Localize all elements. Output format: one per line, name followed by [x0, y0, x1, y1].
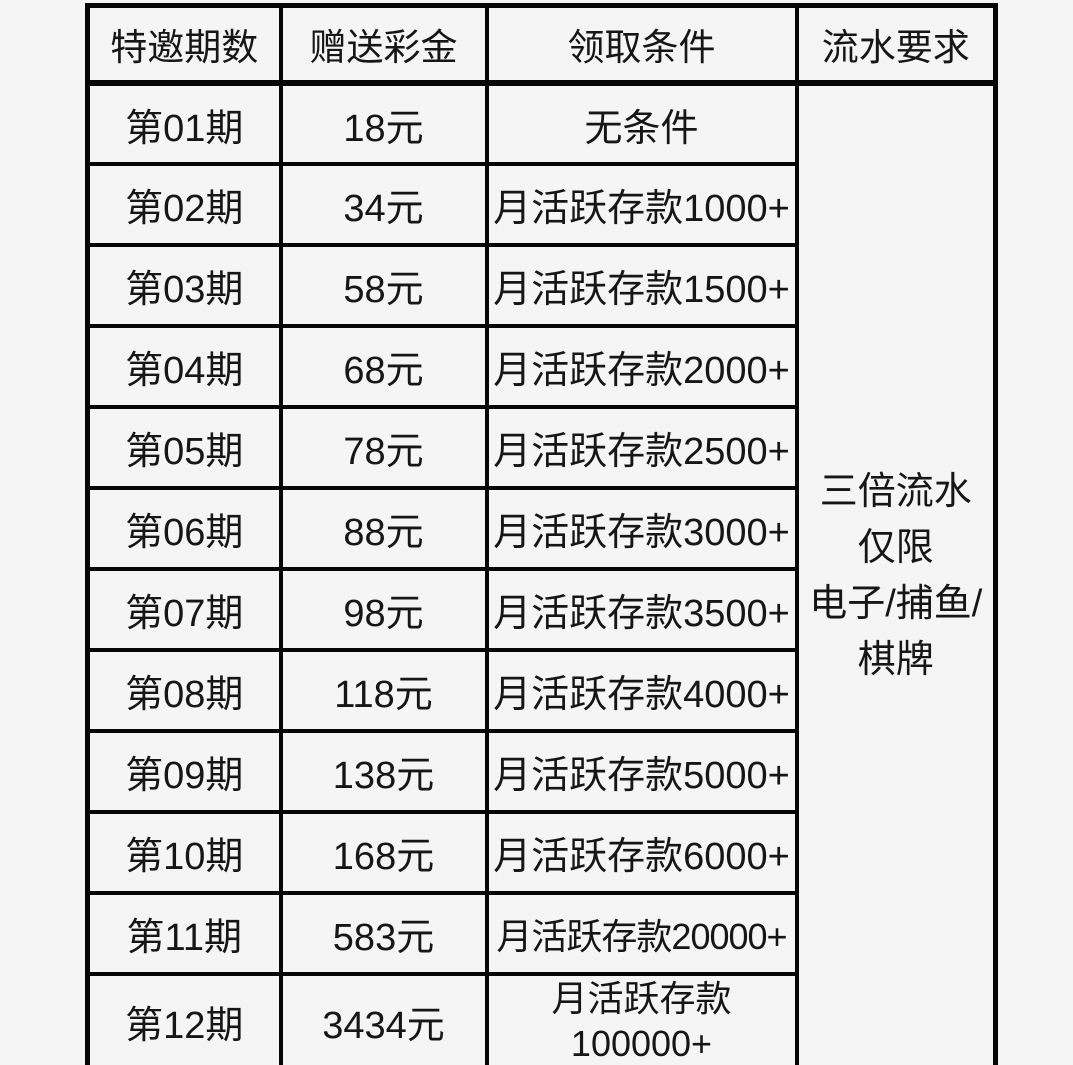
condition-cell: 月活跃存款2000+	[484, 324, 799, 409]
table-row: 第04期 68元 月活跃存款2000+	[85, 324, 996, 409]
col-header-condition: 领取条件	[484, 3, 799, 86]
period-cell: 第09期	[85, 729, 283, 814]
period-cell: 第01期	[85, 81, 283, 166]
header-row: 特邀期数 赠送彩金 领取条件 流水要求	[85, 3, 998, 86]
condition-cell: 月活跃存款20000+	[484, 891, 799, 976]
condition-cell: 月活跃存款1500+	[484, 243, 799, 328]
period-cell: 第06期	[85, 486, 283, 571]
condition-cell: 月活跃存款3000+	[484, 486, 799, 571]
period-cell: 第12期	[85, 972, 283, 1065]
table-row: 第08期 118元 月活跃存款4000+	[85, 648, 996, 733]
condition-cell: 月活跃存款4000+	[484, 648, 799, 733]
table-row: 第10期 168元 月活跃存款6000+	[85, 810, 996, 895]
table-row: 第01期 18元 无条件 三倍流水 仅限 电子/捕鱼/ 棋牌	[85, 80, 998, 1065]
col-header-period: 特邀期数	[85, 3, 283, 86]
period-cell: 第08期	[85, 648, 283, 733]
table-row: 第06期 88元 月活跃存款3000+	[85, 486, 996, 571]
condition-cell: 月活跃存款3500+	[484, 567, 799, 652]
condition-cell: 月活跃存款2500+	[484, 405, 799, 490]
col-header-bonus: 赠送彩金	[278, 3, 489, 86]
bonus-cell: 583元	[278, 891, 489, 976]
bonus-cell: 18元	[278, 81, 489, 166]
table-row: 第05期 78元 月活跃存款2500+	[85, 405, 996, 490]
condition-cell: 月活跃存款1000+	[484, 162, 799, 247]
bonus-cell: 168元	[278, 810, 489, 895]
table-row: 第12期 3434元 月活跃存款 100000+	[85, 972, 996, 1065]
bonus-cell: 88元	[278, 486, 489, 571]
condition-cell: 月活跃存款 100000+	[484, 972, 799, 1065]
table-row: 第09期 138元 月活跃存款5000+	[85, 729, 996, 814]
period-cell: 第02期	[85, 162, 283, 247]
bonus-table: 特邀期数 赠送彩金 领取条件 流水要求 第01期 18元 无条件 三倍流水 仅限…	[85, 3, 998, 1065]
period-cell: 第05期	[85, 405, 283, 490]
bonus-cell: 98元	[278, 567, 489, 652]
table-row: 第07期 98元 月活跃存款3500+	[85, 567, 996, 652]
table-row: 第02期 34元 月活跃存款1000+	[85, 162, 996, 247]
bonus-cell: 68元	[278, 324, 489, 409]
col-header-turnover: 流水要求	[794, 3, 998, 86]
table-row: 第11期 583元 月活跃存款20000+	[85, 891, 996, 976]
bonus-cell: 3434元	[278, 972, 489, 1065]
table-row: 第03期 58元 月活跃存款1500+	[85, 243, 996, 328]
bonus-cell: 138元	[278, 729, 489, 814]
period-cell: 第10期	[85, 810, 283, 895]
bonus-cell: 78元	[278, 405, 489, 490]
turnover-cell: 三倍流水 仅限 电子/捕鱼/ 棋牌	[794, 80, 998, 1065]
condition-cell: 月活跃存款5000+	[484, 729, 799, 814]
period-cell: 第04期	[85, 324, 283, 409]
period-cell: 第07期	[85, 567, 283, 652]
bonus-cell: 34元	[278, 162, 489, 247]
period-cell: 第11期	[85, 891, 283, 976]
condition-cell: 月活跃存款6000+	[484, 810, 799, 895]
bonus-cell: 118元	[278, 648, 489, 733]
condition-cell: 无条件	[484, 81, 799, 166]
bonus-cell: 58元	[278, 243, 489, 328]
period-cell: 第03期	[85, 243, 283, 328]
